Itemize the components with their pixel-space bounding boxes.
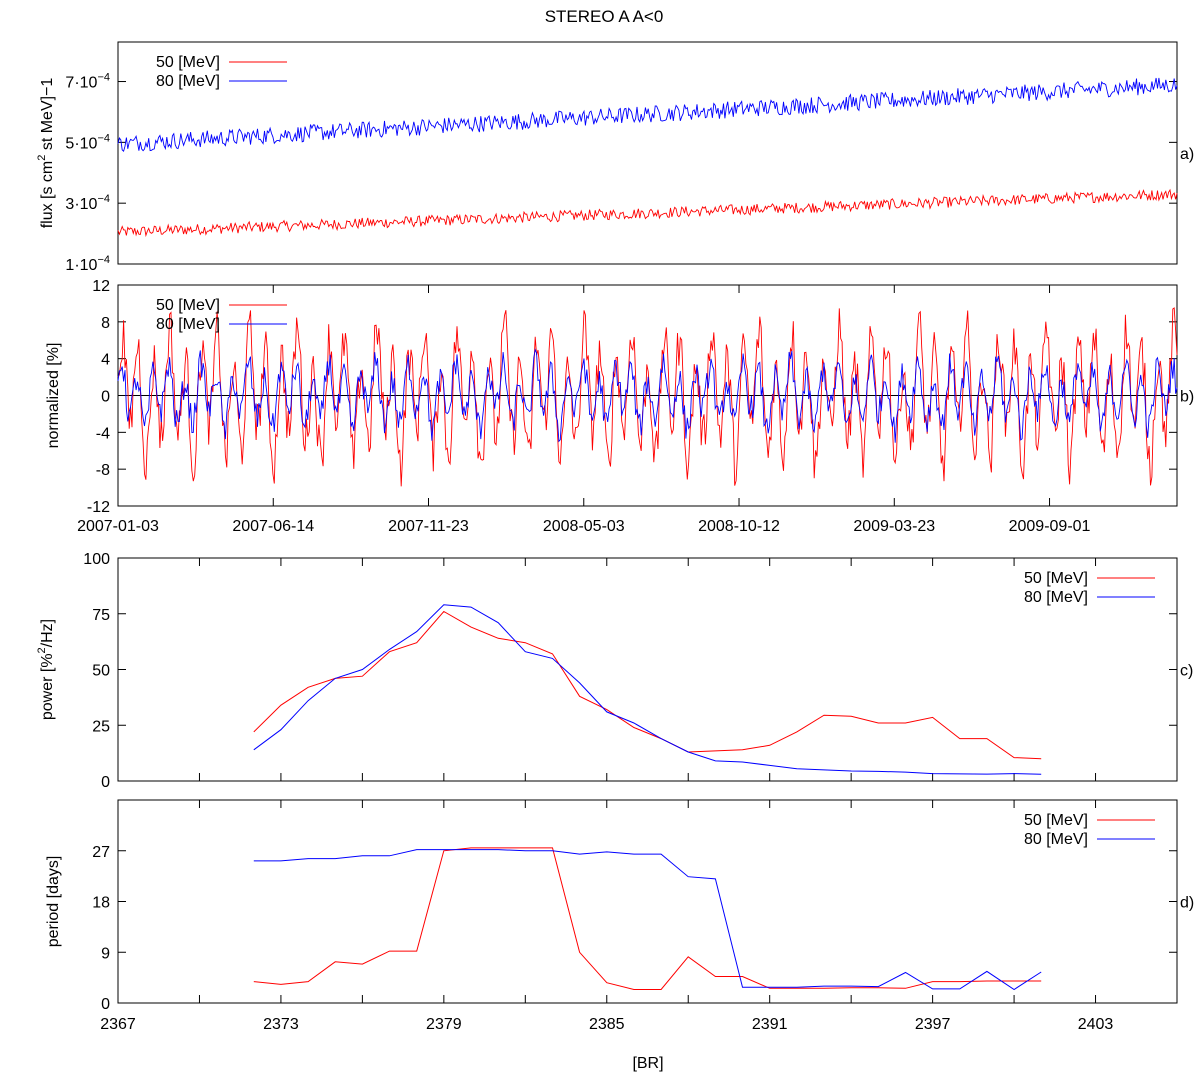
x-axis-label: [BR] bbox=[632, 1055, 663, 1072]
y-tick-label: -12 bbox=[87, 499, 110, 516]
panel-label-2: b) bbox=[1180, 389, 1194, 406]
chart-panels: flux [s cm2 st MeV]−1 a) 50 [MeV] 80 [MeV] 1… bbox=[36, 41, 1194, 1072]
series-line-50-d bbox=[253, 847, 1042, 990]
x-tick-label: 2379 bbox=[426, 1016, 462, 1033]
plot-frame-4 bbox=[117, 799, 1178, 1004]
y-tick-label: 75 bbox=[92, 607, 110, 624]
x-tick-label: 2367 bbox=[100, 1016, 136, 1033]
y-tick-label: 12 bbox=[92, 278, 110, 295]
y-axis-label-4: period [days] bbox=[45, 856, 62, 948]
panel-label-1: a) bbox=[1180, 146, 1194, 163]
x-tick-label: 2008-10-12 bbox=[698, 518, 780, 535]
y-tick-label: 5·10−4 bbox=[65, 132, 110, 152]
x-tick-label: 2009-09-01 bbox=[1009, 518, 1091, 535]
y-tick-label: 3·10−4 bbox=[65, 193, 110, 213]
legend-label-80: 80 [MeV] bbox=[156, 73, 220, 90]
y-tick-label: 0 bbox=[101, 389, 110, 406]
x-tick-label: 2007-06-14 bbox=[232, 518, 314, 535]
panel-label-4: d) bbox=[1180, 895, 1194, 912]
y-tick-label: 18 bbox=[92, 895, 110, 912]
series-line-80-d bbox=[253, 849, 1042, 991]
y-tick-label: 8 bbox=[101, 315, 110, 332]
plot-frame-1 bbox=[117, 41, 1178, 265]
series-line-80-a bbox=[117, 77, 1178, 153]
x-tick-label: 2397 bbox=[915, 1016, 951, 1033]
legend-label-50: 50 [MeV] bbox=[1024, 812, 1088, 829]
y-tick-label: 4 bbox=[101, 352, 110, 369]
x-tick-label: 2385 bbox=[589, 1016, 625, 1033]
y-axis-label-1: flux [s cm2 st MeV]−1 bbox=[36, 78, 56, 229]
series-line-80-c bbox=[253, 604, 1042, 775]
legend-label-80: 80 [MeV] bbox=[156, 316, 220, 333]
x-tick-label: 2007-01-03 bbox=[77, 518, 159, 535]
x-tick-label: 2403 bbox=[1078, 1016, 1114, 1033]
y-tick-label: 7·10−4 bbox=[65, 72, 110, 92]
x-tick-label: 2391 bbox=[752, 1016, 788, 1033]
legend-label-50: 50 [MeV] bbox=[156, 297, 220, 314]
x-tick-label: 2008-05-03 bbox=[543, 518, 625, 535]
series-line-50-c bbox=[253, 610, 1042, 760]
panel-label-3: c) bbox=[1180, 663, 1193, 680]
y-tick-label: 0 bbox=[101, 774, 110, 791]
series-line-80-b bbox=[117, 348, 1178, 443]
y-tick-label: 9 bbox=[101, 945, 110, 962]
y-axis-label-2: normalized [%] bbox=[45, 343, 62, 449]
legend-label-80: 80 [MeV] bbox=[1024, 589, 1088, 606]
y-tick-label: 1·10−4 bbox=[65, 254, 110, 274]
x-tick-label: 2007-11-23 bbox=[388, 518, 469, 535]
y-tick-label: 0 bbox=[101, 996, 110, 1013]
series-line-50-a bbox=[117, 188, 1178, 238]
legend-label-50: 50 [MeV] bbox=[1024, 570, 1088, 587]
y-axis-label-3: power [%2/Hz] bbox=[36, 619, 56, 720]
series-line-50-b bbox=[117, 307, 1178, 487]
legend-label-80: 80 [MeV] bbox=[1024, 831, 1088, 848]
x-tick-label: 2009-03-23 bbox=[853, 518, 935, 535]
y-tick-label: 25 bbox=[92, 718, 110, 735]
y-tick-label: -8 bbox=[96, 462, 110, 479]
y-tick-label: 50 bbox=[92, 663, 110, 680]
plot-frame-3 bbox=[117, 557, 1178, 782]
figure-title: STEREO A A<0 bbox=[545, 7, 664, 26]
y-tick-label: 27 bbox=[92, 844, 110, 861]
y-tick-label: -4 bbox=[96, 425, 110, 442]
x-tick-label: 2373 bbox=[263, 1016, 299, 1033]
y-tick-label: 100 bbox=[83, 551, 110, 568]
legend-label-50: 50 [MeV] bbox=[156, 54, 220, 71]
